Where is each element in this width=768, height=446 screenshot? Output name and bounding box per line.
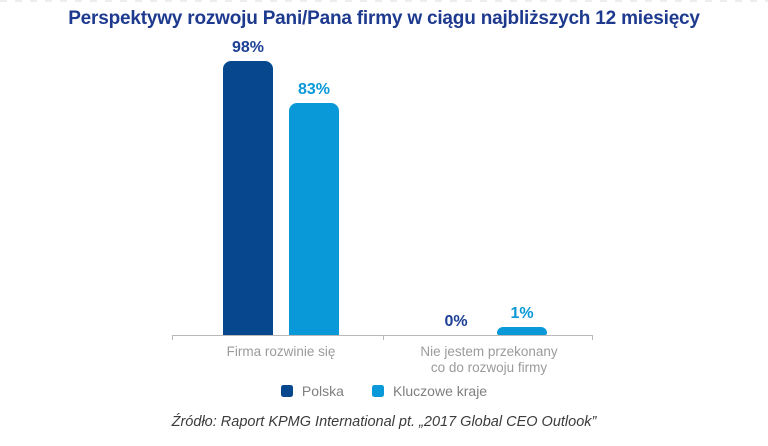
category-label: Firma rozwinie się — [226, 344, 336, 359]
x-axis-tick — [383, 335, 384, 340]
legend-item-polska: Polska — [280, 383, 344, 399]
source-caption: Źródło: Raport KPMG International pt. „2… — [171, 414, 597, 430]
legend-label-kluczowe-kraje: Kluczowe kraje — [392, 383, 488, 399]
bar — [223, 61, 273, 335]
bar-value-label: 98% — [231, 39, 265, 56]
bar-value-label: 83% — [297, 81, 331, 98]
legend-swatch-polska — [280, 385, 293, 397]
x-axis-line — [172, 335, 593, 336]
chart-title: Perspektywy rozwoju Pani/Pana firmy w ci… — [68, 8, 700, 29]
x-axis-tick — [592, 335, 593, 340]
bar — [497, 327, 547, 335]
legend-label-polska: Polska — [301, 383, 344, 399]
bar-value-label: 0% — [444, 313, 468, 330]
bar — [289, 103, 339, 335]
legend-item-kluczowe-kraje: Kluczowe kraje — [371, 383, 488, 399]
x-axis-tick — [172, 335, 173, 340]
legend-swatch-kluczowe-kraje — [371, 385, 384, 397]
legend: Polska Kluczowe kraje — [0, 383, 768, 399]
cropped-content-artifact — [0, 0, 768, 2]
category-label: Nie jestem przekonany co do rozwoju firm… — [420, 344, 558, 375]
bar-value-label: 1% — [510, 305, 534, 322]
